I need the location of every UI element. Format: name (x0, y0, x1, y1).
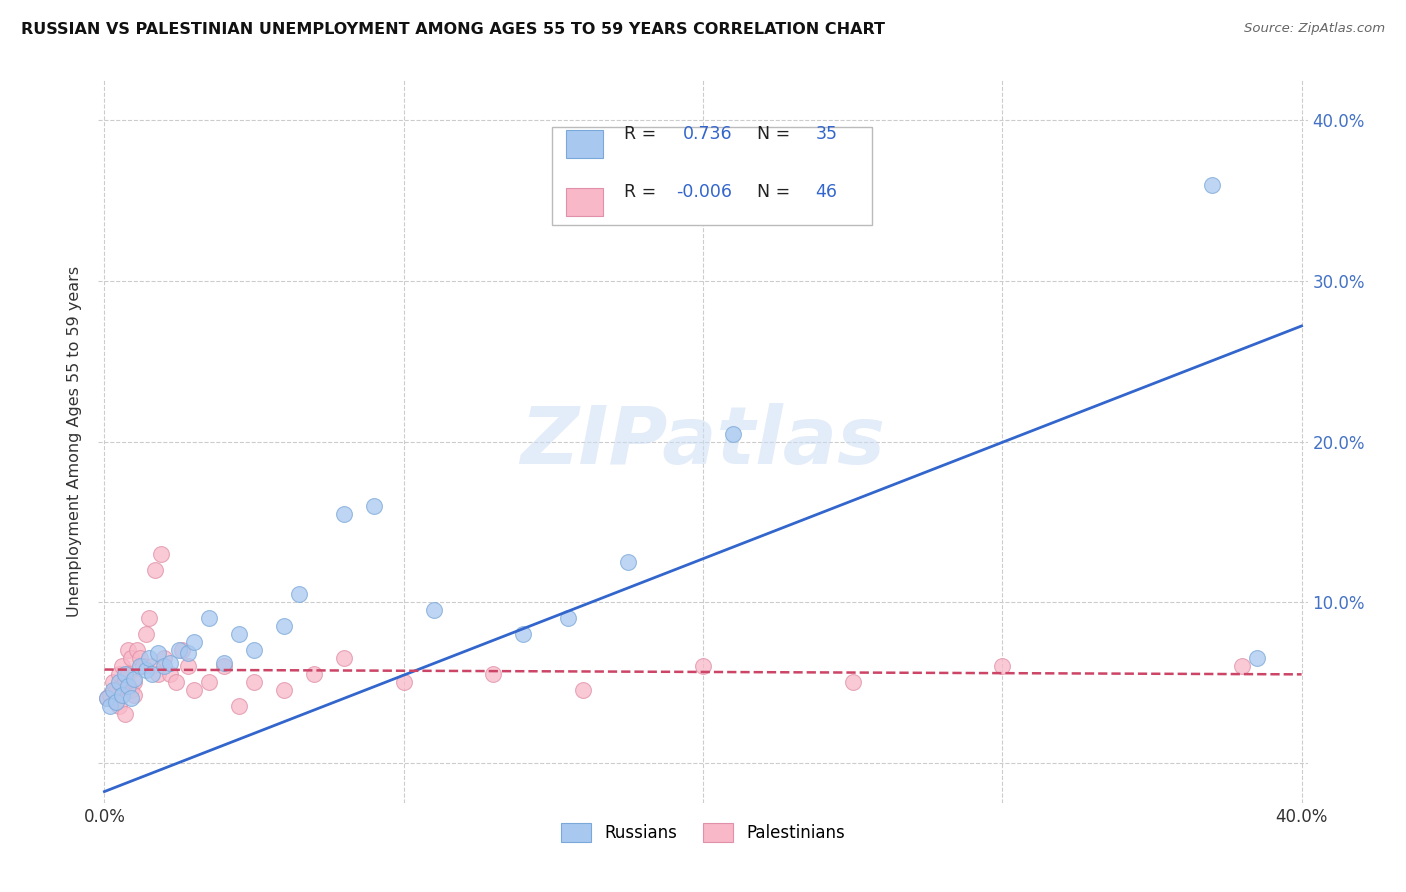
Point (172, 643, 194, 657)
Point (108, 699, 131, 714)
Point (243, 643, 266, 657)
Point (124, 688, 146, 702)
Point (1201, 178, 1223, 192)
Text: R =: R = (624, 126, 657, 144)
Point (124, 675, 146, 690)
Point (120, 691, 142, 706)
Point (159, 667, 181, 681)
Point (114, 707, 136, 722)
Point (100, 699, 122, 714)
Point (228, 627, 250, 641)
Point (117, 643, 139, 657)
Point (177, 647, 200, 661)
Point (177, 659, 200, 673)
Point (228, 699, 250, 714)
Point (721, 426, 744, 441)
Point (167, 643, 190, 657)
Point (198, 611, 221, 625)
Point (111, 688, 134, 702)
Text: ZIPatlas: ZIPatlas (520, 402, 886, 481)
Point (105, 695, 128, 709)
Point (129, 659, 152, 673)
Text: Source: ZipAtlas.com: Source: ZipAtlas.com (1244, 22, 1385, 36)
Text: RUSSIAN VS PALESTINIAN UNEMPLOYMENT AMONG AGES 55 TO 59 YEARS CORRELATION CHART: RUSSIAN VS PALESTINIAN UNEMPLOYMENT AMON… (21, 22, 886, 37)
Point (114, 672, 136, 686)
Point (557, 611, 579, 625)
Point (212, 659, 235, 673)
Point (243, 675, 266, 690)
FancyBboxPatch shape (567, 188, 603, 216)
Point (114, 667, 136, 681)
Point (148, 647, 170, 661)
Point (105, 683, 128, 698)
Point (159, 656, 181, 670)
Point (482, 667, 505, 681)
Point (143, 563, 166, 577)
Point (183, 683, 205, 698)
Point (1246, 651, 1268, 665)
Point (135, 627, 157, 641)
Point (572, 683, 595, 698)
Text: -0.006: -0.006 (676, 183, 733, 202)
Point (103, 675, 125, 690)
Point (165, 675, 187, 690)
Point (1230, 659, 1253, 673)
Point (153, 659, 176, 673)
Point (150, 547, 173, 561)
Point (273, 619, 295, 633)
Point (105, 695, 128, 709)
Point (132, 659, 155, 673)
Point (141, 659, 163, 673)
Point (288, 587, 311, 601)
Point (138, 611, 160, 625)
Point (183, 635, 205, 649)
Text: R =: R = (624, 183, 657, 202)
Point (617, 555, 640, 569)
Point (111, 679, 134, 693)
Point (100, 688, 122, 702)
Point (512, 627, 534, 641)
Point (103, 683, 125, 698)
Point (108, 675, 131, 690)
Point (117, 667, 139, 681)
Text: N =: N = (758, 126, 790, 144)
Legend: Russians, Palestinians: Russians, Palestinians (555, 816, 851, 848)
Point (129, 651, 152, 665)
Point (692, 659, 714, 673)
Point (302, 667, 325, 681)
Point (273, 683, 295, 698)
Point (363, 499, 385, 513)
Point (141, 667, 163, 681)
Point (153, 651, 176, 665)
Point (333, 507, 356, 521)
Point (148, 667, 170, 681)
Point (108, 667, 131, 681)
Point (120, 651, 142, 665)
Point (135, 663, 157, 677)
Point (117, 679, 139, 693)
Y-axis label: Unemployment Among Ages 55 to 59 years: Unemployment Among Ages 55 to 59 years (67, 266, 83, 617)
Text: 46: 46 (815, 183, 838, 202)
Point (120, 683, 142, 698)
FancyBboxPatch shape (551, 128, 872, 225)
Point (198, 675, 221, 690)
Point (392, 675, 415, 690)
FancyBboxPatch shape (567, 130, 603, 158)
Text: 0.736: 0.736 (682, 126, 733, 144)
Point (991, 659, 1014, 673)
Point (422, 603, 444, 617)
Point (333, 651, 356, 665)
Text: 35: 35 (815, 126, 838, 144)
Point (212, 656, 235, 670)
Point (124, 672, 146, 686)
Point (96, 691, 118, 706)
Point (841, 675, 863, 690)
Point (96, 691, 118, 706)
Text: N =: N = (758, 183, 790, 202)
Point (127, 643, 149, 657)
Point (138, 651, 160, 665)
Point (111, 659, 134, 673)
